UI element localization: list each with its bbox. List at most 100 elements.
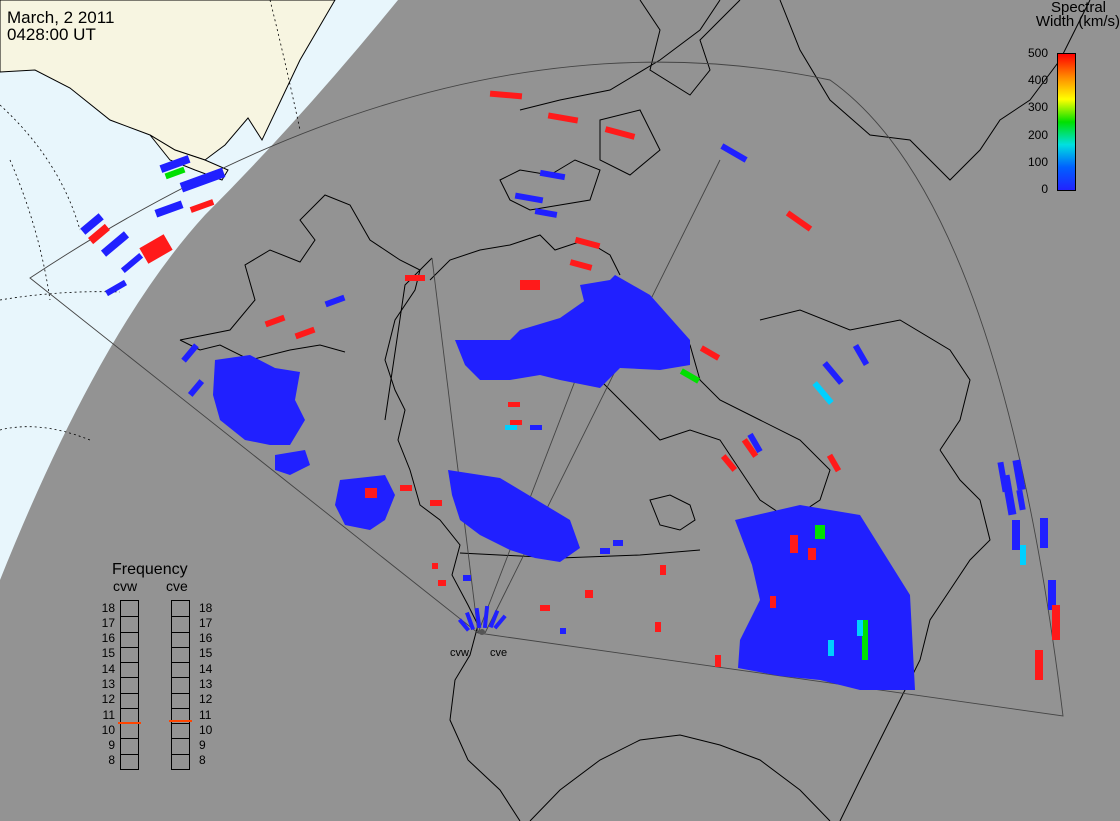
cvw-frequency-tick: 8 xyxy=(108,753,115,768)
echo-cell xyxy=(828,640,834,656)
echo-cell xyxy=(1052,605,1060,640)
frequency-scale-divider xyxy=(172,677,189,679)
frequency-scale-divider xyxy=(121,631,138,633)
colorbar-tick-label: 500 xyxy=(1027,46,1048,60)
echo-cell xyxy=(852,343,870,367)
echo-cell xyxy=(430,500,442,506)
echo-cell xyxy=(679,368,701,384)
cve-frequency-tick: 9 xyxy=(199,738,206,753)
echo-cell xyxy=(463,575,471,581)
frequency-scale-divider xyxy=(121,677,138,679)
frequency-scale-divider xyxy=(121,753,138,755)
echo-cell xyxy=(699,345,721,361)
echo-cell xyxy=(187,379,205,397)
echo-cell xyxy=(489,90,523,100)
echo-cell xyxy=(826,453,842,473)
cve-frequency-tick: 13 xyxy=(199,677,213,691)
echo-cell xyxy=(520,280,540,290)
echo-cluster xyxy=(213,355,305,445)
cve-frequency-tick: 12 xyxy=(199,692,213,707)
frequency-scale-divider xyxy=(172,707,189,709)
radar-label-cve: cve xyxy=(490,647,508,659)
frequency-scale-divider xyxy=(121,662,138,664)
echo-cell xyxy=(613,540,623,546)
echo-cell xyxy=(600,548,610,554)
echo-cell xyxy=(510,420,522,425)
frequency-scale-divider xyxy=(121,646,138,648)
frequency-scale-divider xyxy=(172,692,189,694)
echo-cell xyxy=(1035,650,1043,680)
cvw-frequency-tick: 11 xyxy=(102,707,115,722)
frequency-scale-divider xyxy=(121,738,138,740)
echo-cluster xyxy=(735,505,915,690)
cve-frequency-label: cve xyxy=(166,578,188,594)
echo-cell xyxy=(400,485,412,491)
spectral-width-colorbar xyxy=(1057,53,1076,191)
echo-cell xyxy=(585,590,593,598)
echo-cell xyxy=(790,535,798,553)
cve-frequency-tick: 17 xyxy=(199,615,213,630)
echo-cell xyxy=(365,488,377,498)
echo-cell xyxy=(741,438,759,458)
frequency-scale-divider xyxy=(172,662,189,664)
radar-sites xyxy=(457,605,507,635)
echo-cell xyxy=(432,563,438,569)
echo-cell xyxy=(154,200,184,218)
echo-cell xyxy=(747,432,763,454)
frequency-title: Frequency xyxy=(112,561,188,578)
echo-cell xyxy=(660,565,666,575)
echo-cell xyxy=(857,620,863,636)
frequency-marker xyxy=(118,721,141,724)
echo-cell xyxy=(1040,518,1048,548)
echo-cell xyxy=(514,192,544,204)
cvw-frequency-tick: 18 xyxy=(101,600,115,615)
echo-cell xyxy=(100,231,130,257)
echo-cluster xyxy=(448,470,580,562)
echo-cell xyxy=(560,628,566,634)
frequency-scale-divider xyxy=(172,616,189,618)
colorbar-title-line2: Width (km/s) xyxy=(1035,13,1120,30)
colorbar-tick-label: 200 xyxy=(1027,127,1048,142)
colorbar-tick-label: 300 xyxy=(1027,100,1048,115)
frequency-scale-divider xyxy=(121,723,138,725)
echo-cell xyxy=(189,199,215,213)
echo-cluster xyxy=(275,450,310,475)
cvw-frequency-tick: 15 xyxy=(101,646,115,661)
echo-cell xyxy=(264,314,286,328)
echo-cell xyxy=(104,279,128,297)
echo-cell xyxy=(539,169,566,181)
echo-cluster xyxy=(335,475,395,530)
echo-cell xyxy=(159,155,191,173)
cve-frequency-scale xyxy=(169,600,192,770)
echo-cell xyxy=(179,167,226,193)
cvw-frequency-tick: 16 xyxy=(101,631,115,646)
cvw-frequency-tick: 13 xyxy=(101,677,115,691)
cve-frequency-tick: 15 xyxy=(199,646,213,661)
frequency-scale-divider xyxy=(121,692,138,694)
frequency-scale-divider xyxy=(172,646,189,648)
echo-cell xyxy=(80,213,104,235)
echo-cell xyxy=(604,126,636,140)
radar-label-cvw: cvw xyxy=(450,647,469,659)
echo-cluster xyxy=(455,275,690,388)
echo-cell xyxy=(508,402,520,407)
cve-frequency-tick: 14 xyxy=(199,661,213,676)
echo-cell xyxy=(822,361,844,385)
daylight-region xyxy=(0,0,398,580)
echo-cell xyxy=(1012,520,1020,550)
echo-cell xyxy=(547,112,579,124)
frequency-scale-divider xyxy=(172,753,189,755)
echo-cell xyxy=(862,620,868,660)
echo-cell xyxy=(1048,580,1056,610)
cvw-frequency-scale xyxy=(118,600,141,770)
echo-cell xyxy=(1001,474,1017,516)
frequency-scale-divider xyxy=(172,723,189,725)
echo-cell xyxy=(534,208,558,218)
frequency-scale-divider xyxy=(172,631,189,633)
radar-echo-cells xyxy=(80,90,1060,690)
cve-frequency-tick: 8 xyxy=(199,753,206,768)
echo-cell xyxy=(569,259,593,271)
echo-cell xyxy=(812,381,834,405)
echo-cell xyxy=(720,143,748,163)
